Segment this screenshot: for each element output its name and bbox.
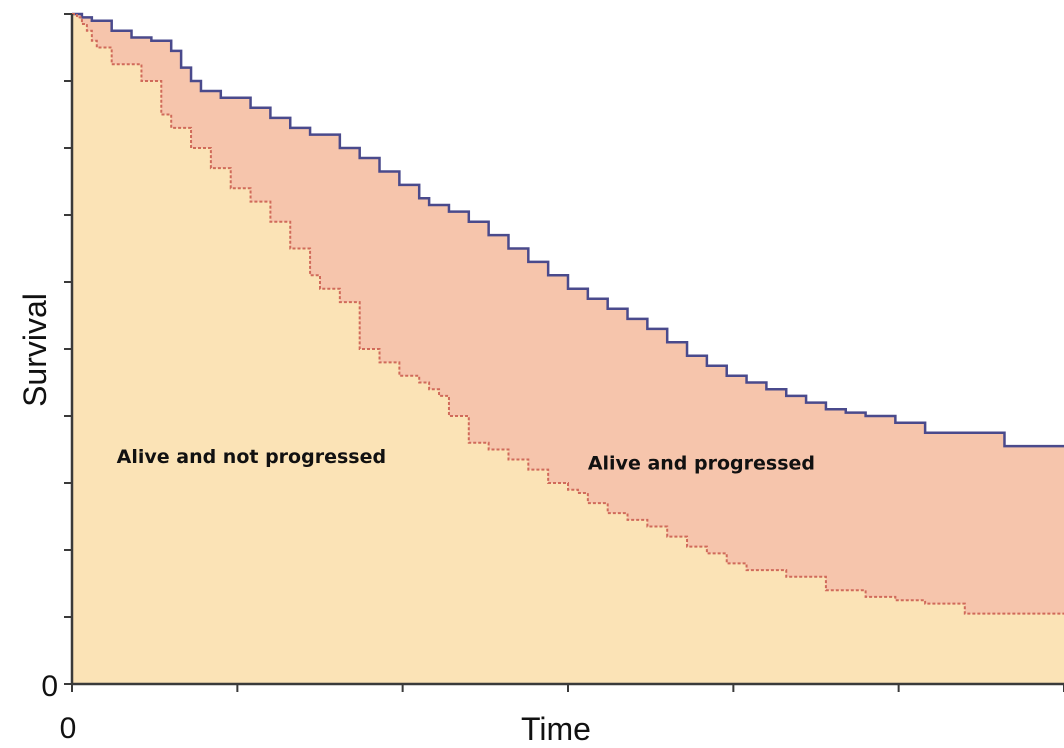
y-axis-title: Survival [17, 293, 53, 407]
annotation-alive-progressed: Alive and progressed [588, 453, 815, 475]
annotation-alive-not-progressed: Alive and not progressed [117, 446, 386, 468]
y-tick-label-0: 0 [41, 670, 58, 703]
not-progressed-area [72, 14, 1064, 684]
overall-survival-line [72, 12, 1064, 448]
progression-free-survival-line [72, 13, 1064, 615]
axis-ticks [64, 13, 1064, 692]
x-tick-label-0: 0 [60, 712, 77, 745]
x-axis-title: Time [521, 711, 591, 747]
